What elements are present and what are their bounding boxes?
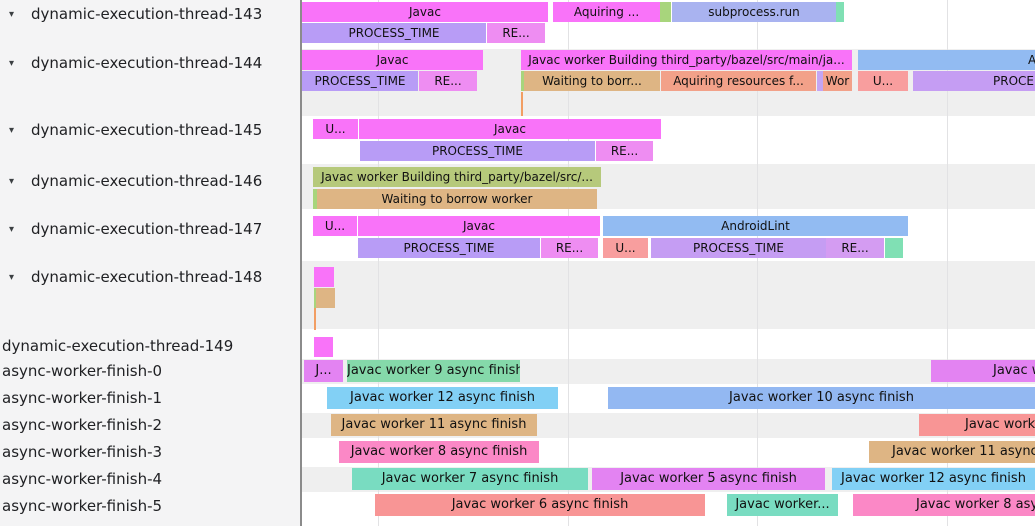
trace-span[interactable]: AndroidLint — [603, 216, 908, 236]
trace-span-sliver[interactable] — [660, 2, 671, 22]
sidebar-row-dynamic-execution-thread-145[interactable]: ▾ dynamic-execution-thread-145 — [0, 120, 300, 140]
trace-span[interactable]: Javac — [302, 50, 483, 70]
trace-span[interactable]: Javac worke — [919, 414, 1035, 436]
trace-span[interactable]: Javac — [359, 119, 661, 139]
trace-span[interactable]: Javac worker... — [727, 494, 838, 516]
sidebar-row-dynamic-execution-thread-148[interactable]: ▾ dynamic-execution-thread-148 — [0, 267, 300, 287]
trace-span-sliver[interactable] — [521, 71, 524, 91]
track-label: async-worker-finish-5 — [2, 497, 163, 515]
timeline-gridline — [947, 0, 948, 526]
track-label: dynamic-execution-thread-143 — [31, 5, 263, 23]
track-label: async-worker-finish-2 — [2, 416, 163, 434]
timeline-canvas[interactable]: Javac Aquiring ... subprocess.run PROCESS_T… — [302, 0, 1035, 526]
track-label: dynamic-execution-thread-144 — [31, 54, 263, 72]
track-stripe — [302, 261, 1035, 329]
trace-span[interactable]: Aquiring ... — [553, 2, 660, 22]
expand-arrow-icon[interactable]: ▾ — [9, 8, 15, 20]
sidebar-row-async-worker-finish-3[interactable]: async-worker-finish-3 — [0, 442, 302, 462]
trace-span[interactable]: Javac worker Building third_party/bazel/… — [313, 167, 601, 187]
track-label: async-worker-finish-3 — [2, 443, 163, 461]
trace-span-sliver[interactable] — [885, 238, 903, 258]
track-label-sidebar: ▾ dynamic-execution-thread-143 ▾ dynamic-ex… — [0, 0, 302, 526]
track-label: dynamic-execution-thread-147 — [31, 220, 263, 238]
trace-span[interactable]: U... — [313, 119, 358, 139]
sidebar-row-async-worker-finish-4[interactable]: async-worker-finish-4 — [0, 469, 302, 489]
trace-span[interactable]: subprocess.run — [672, 2, 836, 22]
trace-span-sliver[interactable] — [314, 308, 316, 330]
trace-span[interactable]: PROCESS_TIME — [302, 71, 418, 91]
sidebar-row-dynamic-execution-thread-147[interactable]: ▾ dynamic-execution-thread-147 — [0, 219, 300, 239]
track-label: async-worker-finish-4 — [2, 470, 163, 488]
trace-span-sliver[interactable] — [314, 267, 334, 287]
track-label: async-worker-finish-1 — [2, 389, 163, 407]
trace-span[interactable]: Javac worker Building third_party/bazel/… — [521, 50, 852, 70]
trace-span[interactable]: Javac worker 10 async finish — [608, 387, 1035, 409]
trace-span[interactable]: U... — [313, 216, 357, 236]
sidebar-row-dynamic-execution-thread-143[interactable]: ▾ dynamic-execution-thread-143 — [0, 4, 300, 24]
trace-span[interactable]: Javac worker 12 async finish — [327, 387, 558, 409]
trace-span[interactable]: Javac worker 7 async finish — [352, 468, 588, 490]
trace-span[interactable]: RE... — [419, 71, 477, 91]
trace-span[interactable]: PROCESS_TIME — [651, 238, 826, 258]
trace-span-sliver[interactable] — [316, 288, 335, 308]
trace-span-sliver[interactable] — [836, 2, 844, 22]
trace-span[interactable]: Javac — [302, 2, 548, 22]
trace-span[interactable]: Waiting to borr... — [524, 71, 660, 91]
track-label: dynamic-execution-thread-149 — [2, 337, 234, 355]
expand-arrow-icon[interactable]: ▾ — [9, 271, 15, 283]
sidebar-row-async-worker-finish-1[interactable]: async-worker-finish-1 — [0, 388, 302, 408]
trace-span[interactable]: PROCE — [913, 71, 1035, 91]
trace-span[interactable]: Javac worker 9 async finish — [347, 360, 520, 382]
trace-span[interactable]: U... — [858, 71, 908, 91]
expand-arrow-icon[interactable]: ▾ — [9, 57, 15, 69]
trace-span-sliver[interactable] — [314, 288, 316, 308]
timeline-gridline — [378, 0, 379, 526]
trace-span[interactable]: An — [858, 50, 1035, 70]
trace-span[interactable]: U... — [603, 238, 648, 258]
trace-span[interactable]: RE... — [596, 141, 653, 161]
trace-span[interactable]: PROCESS_TIME — [360, 141, 595, 161]
sidebar-row-async-worker-finish-5[interactable]: async-worker-finish-5 — [0, 496, 302, 516]
trace-span[interactable]: Wor — [823, 71, 852, 91]
trace-span[interactable]: Javac worker 6 async finish — [375, 494, 705, 516]
trace-span[interactable]: PROCESS_TIME — [358, 238, 540, 258]
trace-span[interactable]: Waiting to borrow worker — [317, 189, 597, 209]
trace-span[interactable]: Javac — [358, 216, 600, 236]
trace-span[interactable]: Javac worker 8 async finish — [339, 441, 539, 463]
sidebar-row-dynamic-execution-thread-149[interactable]: dynamic-execution-thread-149 — [0, 336, 302, 356]
trace-span[interactable]: Javac worker 11 async f — [869, 441, 1035, 463]
trace-span[interactable]: Javac worker 12 async finish — [832, 468, 1035, 490]
trace-span[interactable]: Javac worker 5 async finish — [592, 468, 825, 490]
trace-span[interactable]: RE... — [826, 238, 884, 258]
sidebar-row-async-worker-finish-2[interactable]: async-worker-finish-2 — [0, 415, 302, 435]
expand-arrow-icon[interactable]: ▾ — [9, 175, 15, 187]
trace-span[interactable]: RE... — [487, 23, 545, 43]
sidebar-row-async-worker-finish-0[interactable]: async-worker-finish-0 — [0, 361, 302, 381]
track-stripe — [302, 330, 1035, 358]
track-label: dynamic-execution-thread-148 — [31, 268, 263, 286]
trace-span[interactable]: J... — [304, 360, 343, 382]
trace-span[interactable]: Javac w — [931, 360, 1035, 382]
trace-span[interactable]: PROCESS_TIME — [302, 23, 486, 43]
trace-span-sliver[interactable] — [314, 337, 333, 357]
expand-arrow-icon[interactable]: ▾ — [9, 124, 15, 136]
trace-span-sliver[interactable] — [313, 189, 317, 209]
timeline-gridline — [757, 0, 758, 526]
timeline-gridline — [568, 0, 569, 526]
track-label: dynamic-execution-thread-145 — [31, 121, 263, 139]
sidebar-row-dynamic-execution-thread-146[interactable]: ▾ dynamic-execution-thread-146 — [0, 171, 300, 191]
trace-span[interactable]: Aquiring resources f... — [661, 71, 816, 91]
track-label: dynamic-execution-thread-146 — [31, 172, 263, 190]
sidebar-row-dynamic-execution-thread-144[interactable]: ▾ dynamic-execution-thread-144 — [0, 53, 300, 73]
trace-span-sliver[interactable] — [817, 71, 823, 91]
track-label: async-worker-finish-0 — [2, 362, 163, 380]
trace-span[interactable]: Javac worker 8 asy — [853, 494, 1035, 516]
trace-span[interactable]: Javac worker 11 async finish — [331, 414, 537, 436]
expand-arrow-icon[interactable]: ▾ — [9, 223, 15, 235]
trace-span[interactable]: RE... — [541, 238, 598, 258]
trace-span-sliver[interactable] — [521, 92, 523, 116]
